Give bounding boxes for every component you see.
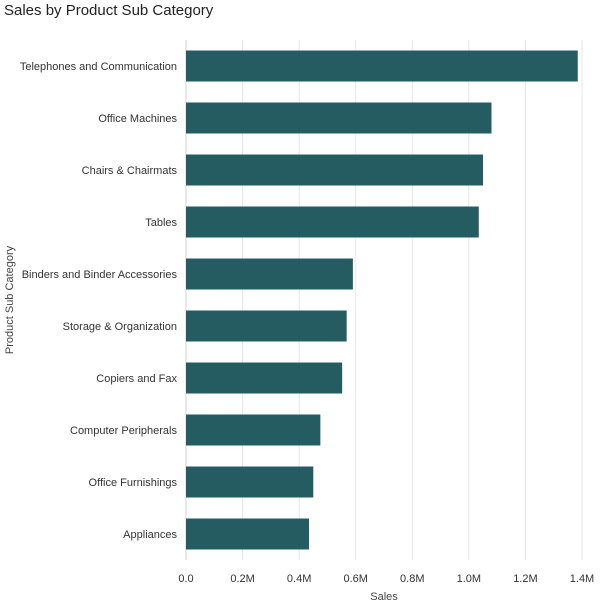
category-label: Chairs & Chairmats <box>82 165 178 177</box>
x-tick-label: 0.6M <box>343 573 367 585</box>
bar[interactable] <box>186 310 347 342</box>
category-label: Computer Peripherals <box>70 425 177 437</box>
category-label: Storage & Organization <box>63 321 177 333</box>
bar[interactable] <box>186 518 310 550</box>
x-tick-label: 0.4M <box>287 573 311 585</box>
bar[interactable] <box>186 466 314 498</box>
x-tick-label: 0.8M <box>400 573 424 585</box>
x-axis-title: Sales <box>370 591 398 603</box>
bar[interactable] <box>186 362 343 394</box>
x-tick-label: 0.2M <box>230 573 254 585</box>
category-label: Office Furnishings <box>89 477 178 489</box>
category-label: Binders and Binder Accessories <box>22 269 178 281</box>
bar[interactable] <box>186 154 483 186</box>
x-tick-labels: 0.0 0.2M 0.4M 0.6M 0.8M 1.0M 1.2M 1.4M <box>178 573 594 585</box>
bar[interactable] <box>186 50 578 82</box>
bar[interactable] <box>186 102 492 134</box>
category-label: Appliances <box>123 529 177 541</box>
x-tick-label: 0.0 <box>178 573 193 585</box>
x-tick-label: 1.0M <box>457 573 481 585</box>
bars <box>186 50 578 550</box>
chart-title: Sales by Product Sub Category <box>4 2 214 19</box>
x-tick-label: 1.2M <box>513 573 537 585</box>
category-label: Copiers and Fax <box>96 373 177 385</box>
bar[interactable] <box>186 414 321 446</box>
bar[interactable] <box>186 258 353 290</box>
category-label: Tables <box>145 217 177 229</box>
category-labels: Telephones and Communication Office Machi… <box>20 61 178 541</box>
category-label: Office Machines <box>98 113 177 125</box>
category-label: Telephones and Communication <box>20 61 177 73</box>
x-tick-label: 1.4M <box>570 573 594 585</box>
y-axis-title: Product Sub Category <box>4 245 16 354</box>
bar[interactable] <box>186 206 479 238</box>
